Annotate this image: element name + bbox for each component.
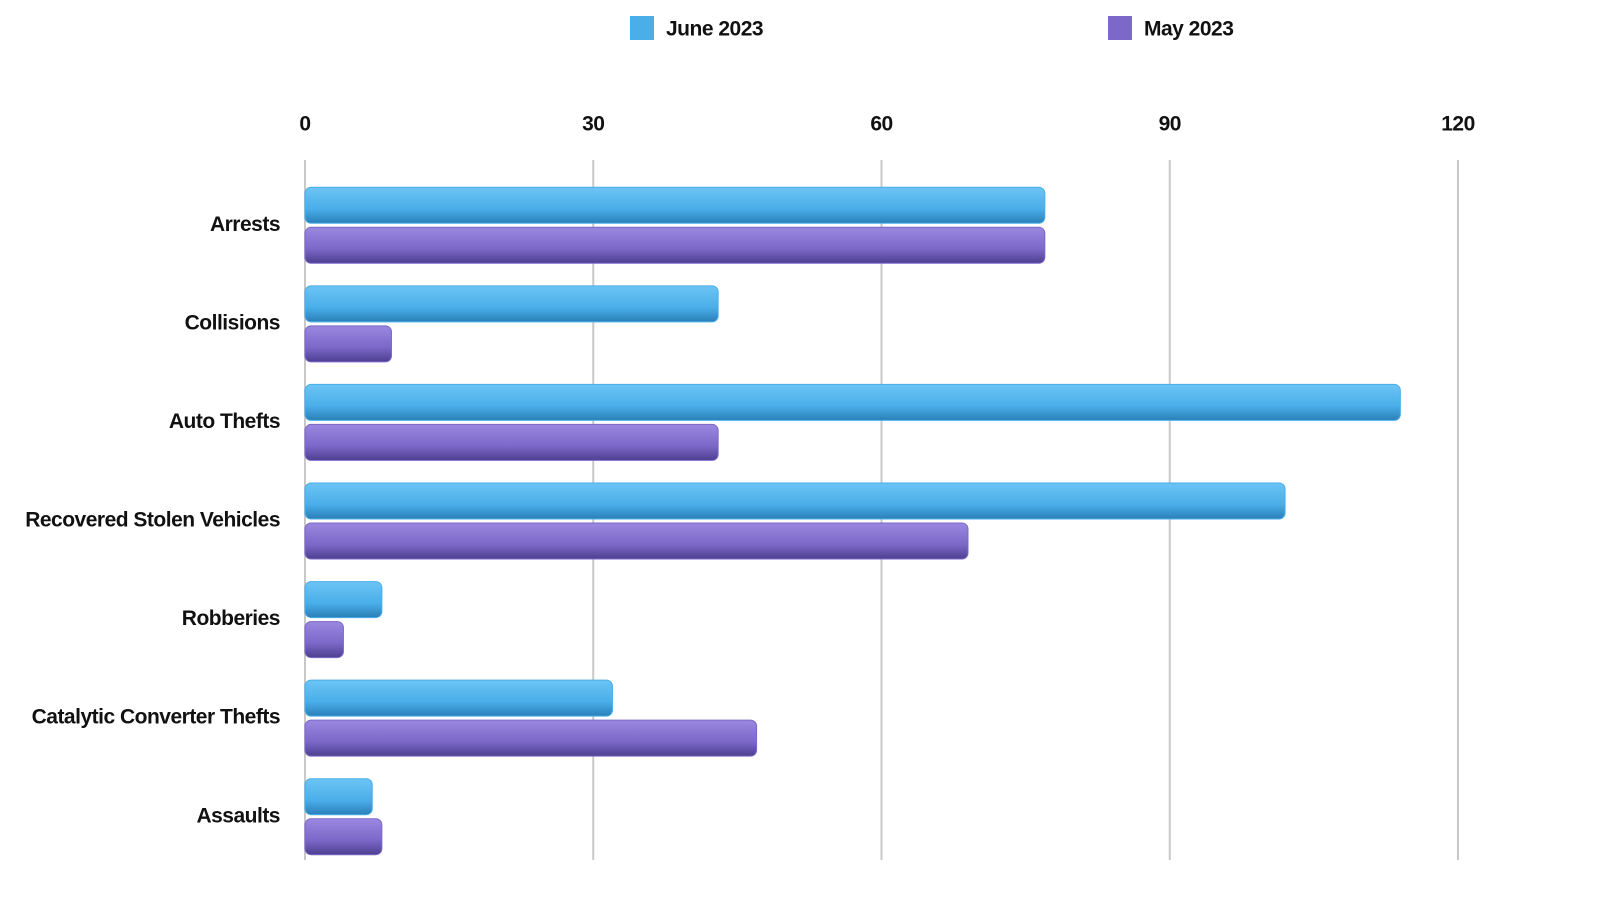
y-tick-label: Recovered Stolen Vehicles <box>25 509 280 532</box>
x-tick-label: 0 <box>299 113 310 136</box>
bar <box>304 325 392 363</box>
bar <box>304 186 1046 224</box>
legend-label: June 2023 <box>666 18 763 41</box>
x-tick-label: 60 <box>870 113 892 136</box>
legend-swatch <box>630 16 654 40</box>
bar <box>304 581 383 619</box>
y-tick-label: Auto Thefts <box>169 410 280 433</box>
y-tick-label: Robberies <box>182 607 280 630</box>
bar <box>304 719 758 757</box>
y-tick-label: Arrests <box>210 213 280 236</box>
bar <box>304 679 613 717</box>
x-tick-label: 30 <box>582 113 604 136</box>
x-tick-label: 120 <box>1441 113 1475 136</box>
bar <box>304 818 383 856</box>
legend-label: May 2023 <box>1144 18 1233 41</box>
y-tick-label: Catalytic Converter Thefts <box>32 706 280 729</box>
bar <box>304 522 969 560</box>
bar <box>304 226 1046 264</box>
legend-swatch <box>1108 16 1132 40</box>
bar <box>304 482 1286 520</box>
bar <box>304 423 719 461</box>
bar <box>304 778 373 816</box>
x-tick-label: 90 <box>1159 113 1181 136</box>
bar <box>304 383 1401 421</box>
bar <box>304 285 719 323</box>
y-tick-label: Collisions <box>185 311 280 334</box>
y-tick-label: Assaults <box>196 804 280 827</box>
bar <box>304 621 344 659</box>
